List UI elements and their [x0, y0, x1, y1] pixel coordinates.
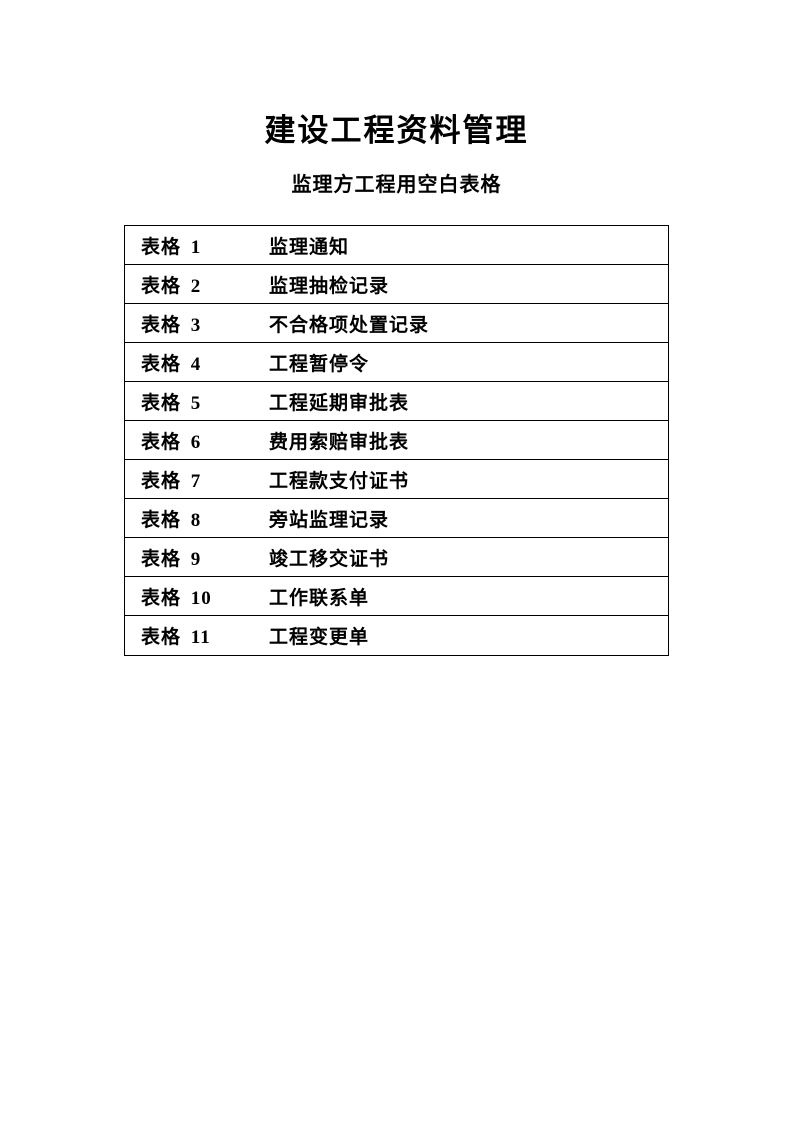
subtitle: 监理方工程用空白表格	[292, 168, 502, 197]
row-description: 工作联系单	[269, 583, 369, 610]
row-label: 表格 1	[141, 232, 269, 259]
main-title: 建设工程资料管理	[265, 105, 529, 150]
table-row: 表格 6 费用索赔审批表	[125, 421, 668, 460]
row-description: 监理通知	[269, 232, 349, 259]
table-row: 表格 3 不合格项处置记录	[125, 304, 668, 343]
row-label: 表格 11	[141, 622, 269, 649]
row-description: 不合格项处置记录	[269, 310, 429, 337]
row-label: 表格 8	[141, 505, 269, 532]
table-row: 表格 1 监理通知	[125, 226, 668, 265]
table-row: 表格 10 工作联系单	[125, 577, 668, 616]
table-row: 表格 5 工程延期审批表	[125, 382, 668, 421]
row-description: 旁站监理记录	[269, 505, 389, 532]
row-description: 工程款支付证书	[269, 466, 409, 493]
row-label: 表格 7	[141, 466, 269, 493]
row-description: 工程延期审批表	[269, 388, 409, 415]
row-label: 表格 4	[141, 349, 269, 376]
table-row: 表格 8 旁站监理记录	[125, 499, 668, 538]
row-label: 表格 9	[141, 544, 269, 571]
row-label: 表格 6	[141, 427, 269, 454]
table-row: 表格 9 竣工移交证书	[125, 538, 668, 577]
row-description: 监理抽检记录	[269, 271, 389, 298]
row-label: 表格 3	[141, 310, 269, 337]
table-row: 表格 11 工程变更单	[125, 616, 668, 655]
table-row: 表格 4 工程暂停令	[125, 343, 668, 382]
row-description: 费用索赔审批表	[269, 427, 409, 454]
row-label: 表格 10	[141, 583, 269, 610]
row-description: 工程暂停令	[269, 349, 369, 376]
row-label: 表格 5	[141, 388, 269, 415]
document-container: 建设工程资料管理 监理方工程用空白表格 表格 1 监理通知 表格 2 监理抽检记…	[0, 105, 793, 656]
table-row: 表格 7 工程款支付证书	[125, 460, 668, 499]
forms-table: 表格 1 监理通知 表格 2 监理抽检记录 表格 3 不合格项处置记录 表格 4…	[124, 225, 669, 656]
row-description: 工程变更单	[269, 622, 369, 649]
table-row: 表格 2 监理抽检记录	[125, 265, 668, 304]
row-label: 表格 2	[141, 271, 269, 298]
row-description: 竣工移交证书	[269, 544, 389, 571]
